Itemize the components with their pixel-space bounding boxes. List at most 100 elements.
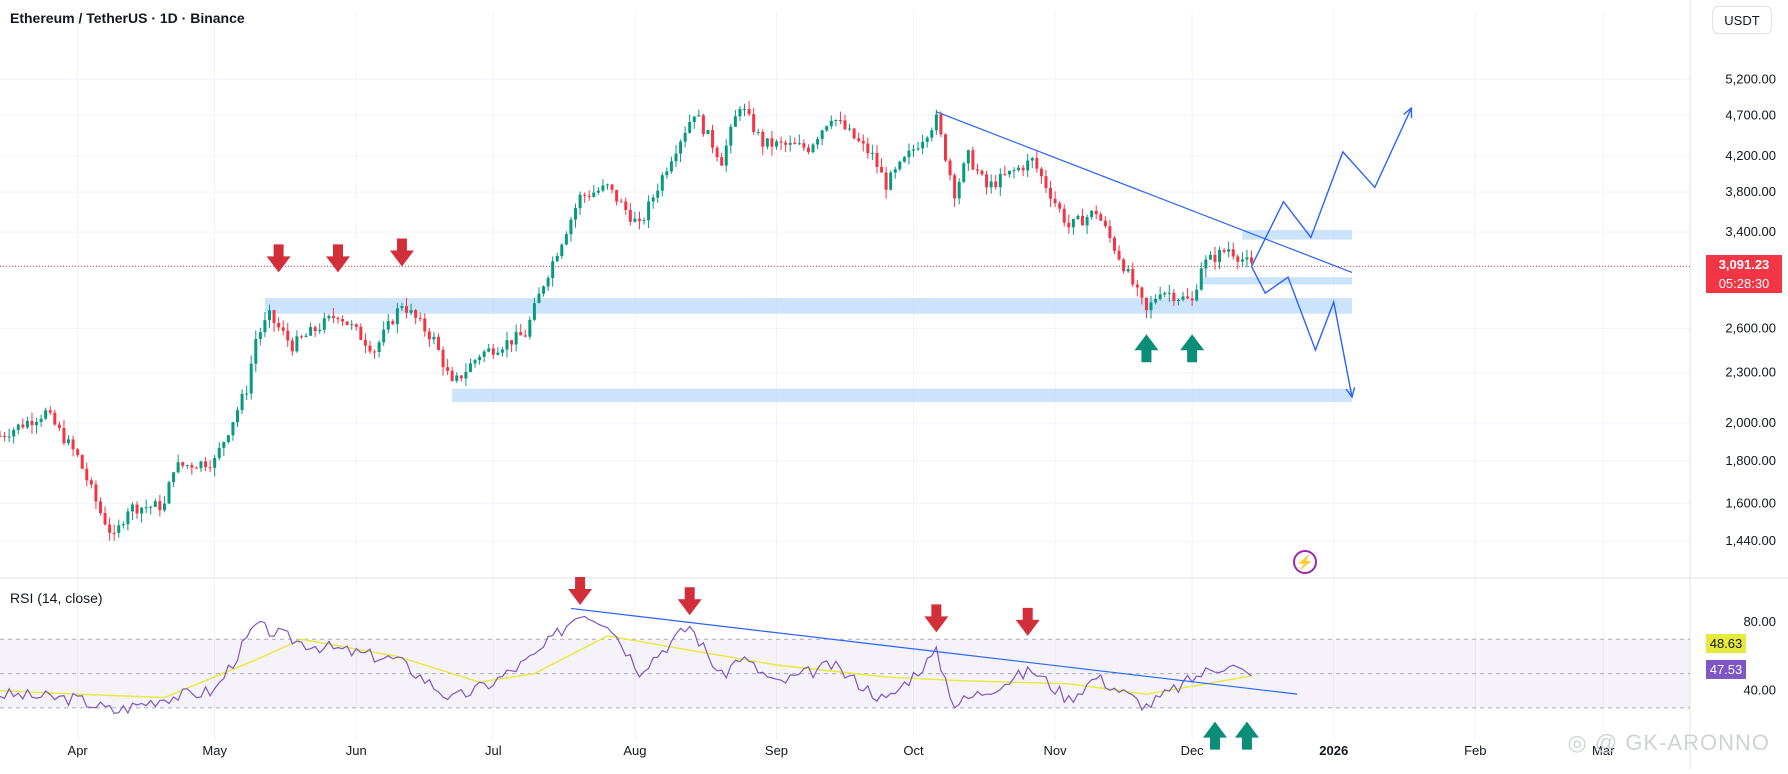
candle-body [857, 138, 861, 141]
candle-body [318, 329, 322, 332]
candle-body [971, 150, 975, 170]
candle-body [363, 339, 367, 346]
candle-body [126, 511, 130, 525]
candle-body [35, 421, 39, 426]
zone-1 [452, 388, 1352, 403]
price-tick-label: 2,000.00 [1725, 415, 1776, 430]
candle-body [816, 139, 820, 145]
candle-body [962, 163, 966, 182]
candle-body [313, 327, 317, 332]
candle-body [706, 129, 710, 135]
candle-body [89, 480, 93, 485]
candle-body [62, 428, 66, 444]
candle-body [213, 457, 217, 468]
candle-body [135, 504, 139, 514]
zone-2 [1201, 277, 1352, 285]
time-tick-label: Mar [1592, 743, 1615, 758]
candle-body [204, 461, 208, 468]
candle-body [866, 143, 870, 154]
candle-body [281, 327, 285, 331]
candle-body [1062, 208, 1066, 223]
candle-body [510, 340, 514, 345]
candle-body [610, 184, 614, 190]
candle-body [980, 170, 984, 175]
candle-body [889, 172, 893, 190]
candle-body [679, 141, 683, 154]
candle-body [720, 157, 724, 166]
candle-body [1076, 215, 1080, 219]
candle-body [898, 161, 902, 170]
candle-body [1144, 297, 1148, 311]
candle-body [286, 330, 290, 341]
candle-body [25, 421, 29, 428]
candle-body [336, 317, 340, 319]
candle-body [738, 109, 742, 117]
candle-body [1250, 257, 1254, 263]
candle-body [436, 336, 440, 350]
main-down-arrow-2 [389, 238, 414, 267]
candle-body [1003, 173, 1007, 175]
candle-body [194, 467, 198, 469]
candle-body [414, 310, 418, 318]
main-down-arrow-1 [326, 244, 350, 273]
candle-body [267, 310, 271, 321]
candle-body [149, 506, 153, 508]
price-tick-label: 1,440.00 [1725, 533, 1776, 548]
candle-body [633, 218, 637, 222]
candle-body [0, 435, 2, 437]
candle-body [948, 160, 952, 176]
price-tick-label: 3,400.00 [1725, 224, 1776, 239]
candle-body [797, 143, 801, 145]
candle-body [788, 142, 792, 145]
candle-body [1190, 298, 1194, 301]
rsi-tick-label: 40.00 [1743, 683, 1776, 698]
candle-body [158, 501, 162, 511]
candle-body [130, 504, 134, 512]
candle-body [1053, 198, 1057, 204]
candle-body [966, 150, 970, 164]
candle-body [418, 317, 422, 319]
candle-body [624, 201, 628, 211]
candle-body [172, 472, 176, 483]
candle-body [1094, 210, 1098, 215]
projection-up-path [1250, 107, 1413, 267]
candle-body [674, 153, 678, 162]
candle-body [615, 189, 619, 202]
candle-body [765, 138, 769, 147]
candle-body [665, 171, 669, 176]
candle-body [1122, 259, 1126, 272]
candle-body [162, 503, 166, 511]
candle-body [770, 138, 774, 147]
candle-body [7, 436, 11, 438]
candle-body [1017, 167, 1021, 171]
candle-body [405, 306, 409, 313]
candle-body [532, 303, 536, 320]
candle-body [67, 439, 71, 444]
price-tick-label: 4,200.00 [1725, 148, 1776, 163]
lightning-icon[interactable]: ⚡ [1293, 550, 1317, 574]
candle-body [701, 115, 705, 135]
candle-body [921, 141, 925, 149]
candle-body [144, 507, 148, 509]
candle-body [1103, 220, 1107, 227]
candle-body [692, 116, 696, 123]
candle-body [838, 120, 842, 122]
candle-body [1030, 158, 1034, 161]
candle-body [1227, 249, 1231, 252]
candles [0, 100, 1254, 541]
candle-body [295, 336, 299, 352]
main-trendline [936, 111, 1353, 273]
candle-body [1236, 256, 1240, 262]
candle-body [1044, 176, 1048, 188]
candle-body [715, 147, 719, 158]
time-tick-label: Apr [68, 743, 89, 758]
candle-body [989, 181, 993, 188]
candle-body [916, 148, 920, 150]
candle-body [1012, 170, 1016, 172]
candle-body [468, 363, 472, 372]
currency-button[interactable]: USDT [1712, 6, 1772, 34]
candle-body [153, 501, 157, 507]
candle-body [587, 195, 591, 197]
candle-body [861, 140, 865, 144]
